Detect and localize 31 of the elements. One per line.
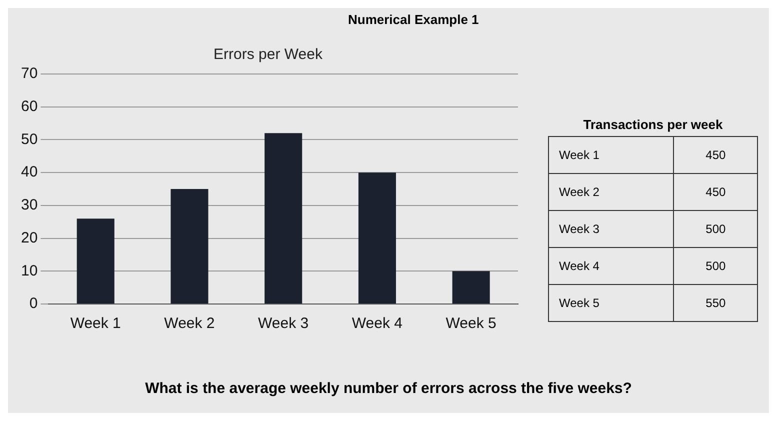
x-tick-label: Week 4	[352, 315, 402, 332]
x-tick-label: Week 1	[70, 315, 121, 332]
data-label: 450	[674, 136, 758, 174]
chart-title: Errors per Week	[214, 46, 323, 64]
category-label: Week 3	[548, 210, 674, 248]
bar	[264, 133, 302, 304]
text: Transactions per week	[582, 116, 724, 134]
bar	[452, 271, 490, 304]
y-tick-label: 10	[20, 262, 38, 280]
bar	[76, 218, 114, 304]
x-tick-label: Week 3	[258, 315, 309, 332]
data-label: 450	[674, 174, 758, 210]
x-tick-label: Week 2	[164, 315, 215, 332]
y-tick-label: 50	[20, 130, 38, 148]
data-label: 550	[674, 284, 758, 322]
y-tick-label: 40	[20, 164, 38, 181]
y-tick-label: 60	[20, 98, 38, 115]
category-label: Week 1	[548, 136, 674, 174]
x-tick-label: Week 5	[446, 315, 496, 332]
category-label: Week 2	[548, 174, 674, 210]
bar	[170, 189, 208, 304]
data-label: 500	[674, 210, 758, 248]
bar	[358, 172, 396, 304]
text: What is the average weekly number of errors across the five weeks?	[144, 380, 633, 397]
text: Numerical Example 1	[348, 12, 479, 27]
category-label: Week 4	[548, 248, 674, 284]
data-label: 500	[674, 248, 758, 284]
y-tick-label: 30	[20, 196, 38, 214]
y-tick-label: 20	[20, 229, 38, 246]
y-tick-label: 70	[20, 65, 38, 82]
y-tick-label: 0	[29, 295, 38, 312]
